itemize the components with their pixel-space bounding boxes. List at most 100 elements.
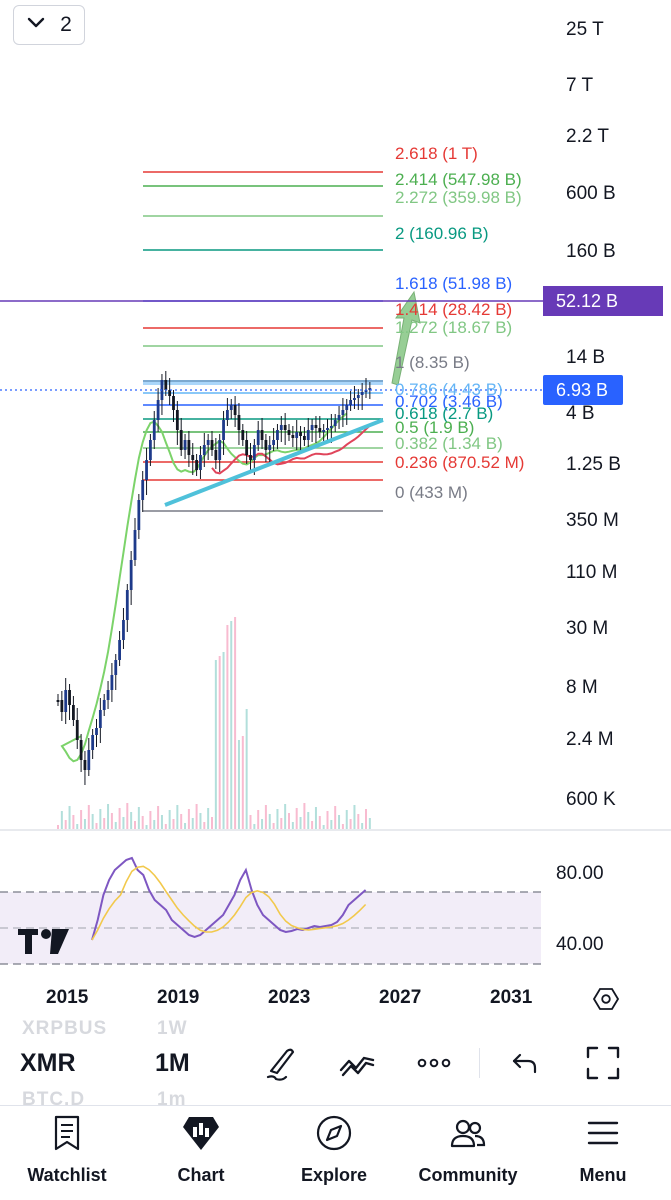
volume-bar [118,808,121,829]
volume-bar [303,803,306,829]
horizontal-line-price-badge: 52.12 B [543,286,663,316]
chart-canvas[interactable] [0,0,671,1020]
volume-bar [126,803,129,829]
volume-bar [284,804,287,829]
candle-body [95,728,98,735]
volume-bar [60,811,63,829]
candle-body [114,660,118,675]
volume-bar [130,812,133,829]
brush-icon[interactable] [262,1044,300,1082]
volume-bar [207,808,210,829]
candle-body [268,445,272,450]
candle-body [229,405,233,410]
time-label: 2023 [268,987,311,1008]
fib-retracement-lines[interactable] [143,171,383,512]
volume-bar [187,809,190,829]
undo-icon[interactable] [506,1044,544,1082]
candle-body [326,428,329,430]
volume-bar [72,815,75,829]
candle-body [149,440,152,460]
candle-body [152,420,156,440]
price-axis-label: 2.4 M [566,729,614,750]
nav-explore[interactable]: Explore [274,1114,394,1186]
volume-bar [141,816,144,829]
candle-body [341,410,345,415]
candle-body [183,440,187,450]
more-icon[interactable] [415,1044,453,1082]
fib-level-label: 0.236 (870.52 M) [395,453,525,472]
bottom-navigation: Watchlist Chart Explore Community Menu [0,1105,671,1200]
volume-bar [199,813,202,829]
candle-body [98,710,102,728]
price-axis-label: 350 M [566,510,619,531]
price-axis-label: 2.2 T [566,126,609,147]
menu-icon [584,1114,622,1157]
time-axis[interactable]: 2015 2019 2023 2027 2031 [0,987,671,1013]
time-label: 2031 [490,987,533,1008]
interval-button[interactable]: 1M [155,1049,190,1077]
volume-bar [322,825,325,829]
candle-body [283,425,287,430]
nav-watchlist[interactable]: Watchlist [7,1114,127,1186]
fib-level-label: 2.618 (1 T) [395,144,478,163]
volume-bar [330,820,333,829]
price-axis-label: 7 T [566,75,594,96]
candle-body [164,380,168,390]
compass-icon [315,1114,353,1157]
volume-bar [345,810,348,829]
fullscreen-icon[interactable] [584,1044,622,1082]
candle-body [214,450,218,460]
candle-body [314,425,318,428]
candle-body [137,500,141,530]
nav-menu[interactable]: Menu [543,1114,663,1186]
price-axis-label: 600 B [566,183,616,204]
candle-body [303,436,306,440]
chevron-down-icon [26,12,46,38]
nav-chart[interactable]: Chart [141,1114,261,1186]
volume-bar [114,822,117,829]
volume-bar [214,660,217,829]
candle-body [264,440,268,450]
volume-bar [107,804,110,829]
candle-body [287,430,291,435]
volume-bar [91,814,94,829]
nav-community[interactable]: Community [408,1114,528,1186]
volume-bar [291,822,294,829]
price-axis-label: 4 B [566,403,595,424]
projection-arrow[interactable] [391,290,421,386]
volume-bar [76,824,79,829]
candle-body [337,415,341,420]
drawings-icon[interactable] [338,1044,376,1082]
volume-bar [365,809,367,829]
fib-level-label: 1.618 (51.98 B) [395,274,513,293]
trendline[interactable] [164,418,384,507]
rsi-axis-upper-label: 80.00 [556,863,604,884]
layouts-button[interactable]: 2 [13,5,85,45]
rsi-band [0,892,541,964]
candle-body [226,410,229,420]
candle-body [60,700,64,712]
fib-highlight [143,380,383,385]
volume-bar [160,815,163,829]
chart-settings-icon[interactable] [592,986,620,1012]
price-axis-label: 110 M [566,562,618,583]
candle-body [106,690,110,700]
fib-level-label: 2.272 (359.98 B) [395,188,522,207]
candle-body [322,430,326,432]
volume-bar [103,818,106,829]
candle-body [79,740,83,760]
volume-bar [80,810,83,829]
volume-bar [261,819,264,829]
candle-body [206,440,210,445]
symbol-button[interactable]: XMR [20,1049,76,1077]
candle-body [310,425,314,430]
volume-bar [326,811,329,829]
volume-bar [168,810,171,829]
volume-bar [249,815,252,829]
nav-label: Community [418,1165,518,1185]
volume-bar [195,804,198,829]
candle-body [202,445,206,455]
previous-interval-ghost: 1W [157,1018,188,1039]
next-interval-ghost: 1m [157,1089,187,1110]
candle-body [141,480,145,500]
